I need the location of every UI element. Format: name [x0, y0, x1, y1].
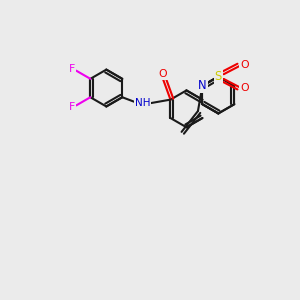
Text: F: F [69, 64, 75, 74]
Text: N: N [198, 79, 207, 92]
Text: O: O [159, 69, 167, 79]
Text: F: F [69, 102, 75, 112]
Text: O: O [240, 83, 249, 94]
Text: O: O [240, 60, 249, 70]
Text: S: S [215, 70, 222, 83]
Text: NH: NH [135, 98, 150, 108]
